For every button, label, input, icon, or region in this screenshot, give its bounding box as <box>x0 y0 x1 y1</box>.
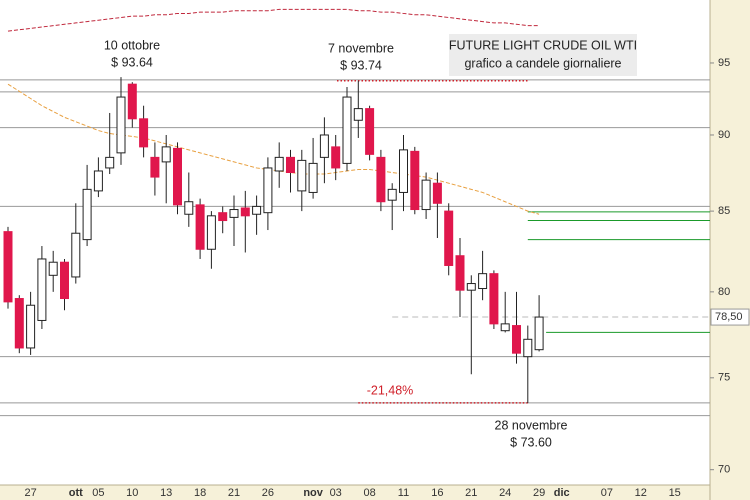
last-price-box <box>710 308 750 326</box>
candle-body <box>218 212 228 222</box>
candle-body <box>432 182 442 204</box>
plot <box>0 8 710 417</box>
x-axis-panel <box>0 485 710 500</box>
candle-body <box>127 83 137 120</box>
x-tick-label: 07 <box>601 487 613 499</box>
x-tick-label: 15 <box>669 487 681 499</box>
candle-body <box>421 179 431 211</box>
x-tick-label: 29 <box>533 487 545 499</box>
annotation-price: $ 73.60 <box>510 435 552 449</box>
y-tick-label: 95 <box>718 57 730 69</box>
x-tick-label: 03 <box>330 487 342 499</box>
candle-body <box>523 338 533 358</box>
y-axis-panel <box>710 0 750 500</box>
candle-body <box>14 298 24 349</box>
candle-body <box>93 170 103 192</box>
candle-body <box>26 304 36 349</box>
last-price-label: 78,50 <box>715 311 743 323</box>
candle-body <box>512 325 521 354</box>
candle-body <box>105 156 115 169</box>
candle-body <box>252 205 262 215</box>
x-tick-label: 21 <box>228 487 240 499</box>
moving-average <box>7 8 540 32</box>
y-tick-label: 85 <box>718 205 730 217</box>
annotation-date: 7 novembre <box>328 41 394 55</box>
candle-body <box>297 159 307 192</box>
candle-body <box>173 147 182 206</box>
title-box <box>449 34 637 76</box>
candle-body <box>229 209 239 218</box>
annotation-price: $ 93.64 <box>111 55 153 69</box>
candle-body <box>319 134 329 158</box>
candle-body <box>500 323 510 332</box>
candle-body <box>353 108 363 121</box>
candle-body <box>263 167 273 214</box>
candle-body <box>489 273 499 325</box>
annotation-price: $ 93.74 <box>340 58 382 72</box>
x-tick-label: 27 <box>24 487 36 499</box>
x-tick-label: 21 <box>465 487 477 499</box>
candle-body <box>466 283 476 291</box>
candle-body <box>376 156 386 203</box>
annotation-date: 10 ottobre <box>104 38 160 52</box>
candle-body <box>48 261 58 276</box>
x-tick-label: 12 <box>635 487 647 499</box>
candle-body <box>342 96 352 164</box>
chart-subtitle: grafico a candele giornaliere <box>464 56 621 70</box>
annotation-change: -21,48% <box>367 383 414 397</box>
candle-body <box>444 210 454 266</box>
x-tick-label: 13 <box>160 487 172 499</box>
candle-body <box>331 146 341 169</box>
candle-body <box>116 96 126 154</box>
x-tick-label: 10 <box>126 487 138 499</box>
candle-body <box>399 149 408 193</box>
x-tick-label: 16 <box>431 487 443 499</box>
candle-body <box>37 258 47 321</box>
x-tick-label: 26 <box>262 487 274 499</box>
candle-body <box>139 118 149 148</box>
x-tick-label: 05 <box>92 487 104 499</box>
x-tick-label: 08 <box>363 487 375 499</box>
y-tick-label: 90 <box>718 129 730 141</box>
y-tick-label: 75 <box>718 372 730 384</box>
candle-body <box>534 316 544 351</box>
candle-body <box>206 215 216 250</box>
candle-body <box>150 156 160 178</box>
candle-body <box>240 207 250 217</box>
candle-body <box>387 188 397 201</box>
x-tick-label: nov <box>303 487 323 499</box>
x-tick-label: ott <box>69 487 83 499</box>
candle-body <box>274 156 284 172</box>
y-tick-label: 80 <box>718 286 730 298</box>
moving-average <box>7 83 540 215</box>
candle-body <box>455 255 465 291</box>
y-tick-label: 70 <box>718 464 730 476</box>
candle-body <box>286 156 295 174</box>
candle-body <box>195 204 205 250</box>
x-tick-label: 18 <box>194 487 206 499</box>
chart-title: FUTURE LIGHT CRUDE OIL WTI <box>449 38 637 52</box>
candle-body <box>71 232 81 278</box>
x-tick-label: 24 <box>499 487 511 499</box>
x-tick-label: 11 <box>398 487 409 499</box>
x-tick-label: dic <box>554 487 570 499</box>
annotation-date: 28 novembre <box>495 418 568 432</box>
candle-body <box>308 162 318 193</box>
candle-body <box>82 188 92 241</box>
candle-body <box>161 146 171 163</box>
candle-body <box>365 108 375 155</box>
candle-body <box>3 231 13 303</box>
candle-body <box>184 201 194 215</box>
candle-body <box>478 273 488 290</box>
candle-body <box>410 150 420 211</box>
candle-body <box>60 261 69 300</box>
